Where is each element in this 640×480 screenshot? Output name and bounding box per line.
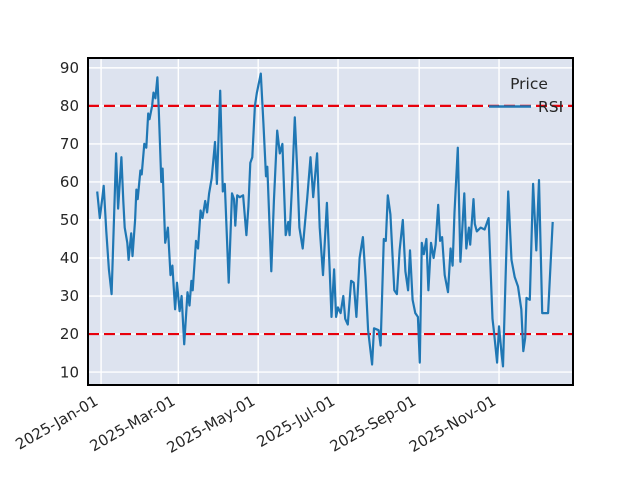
y-tick-label: 20 [60,325,79,343]
y-tick-label: 90 [60,59,79,77]
y-tick-label: 50 [60,211,79,229]
y-tick-label: 40 [60,249,79,267]
legend: Price RSI [489,75,563,116]
y-tick-label: 60 [60,173,79,191]
x-tick-label: 2025-Jul-01 [254,392,338,451]
plot-border [87,57,574,386]
x-tick-label: 2025-Nov-01 [406,392,499,456]
x-tick-label: 2025-Mar-01 [87,392,179,455]
y-tick-label: 70 [60,135,79,153]
y-tick-label: 10 [60,363,79,381]
x-tick-label: 2025-May-01 [164,392,259,457]
y-tick-label: 80 [60,97,79,115]
legend-entry-rsi: RSI [538,98,563,116]
x-axis-tick-labels: 2025-Jan-012025-Mar-012025-May-012025-Ju… [12,392,499,457]
x-tick-label: 2025-Jan-01 [12,392,101,454]
y-tick-label: 30 [60,287,79,305]
plot-area [88,58,573,385]
legend-title: Price [510,75,548,93]
y-axis-tick-labels: 10 20 30 40 50 60 70 80 90 [60,59,79,381]
x-tick-label: 2025-Sep-01 [327,392,419,456]
rsi-line-series [96,72,554,368]
